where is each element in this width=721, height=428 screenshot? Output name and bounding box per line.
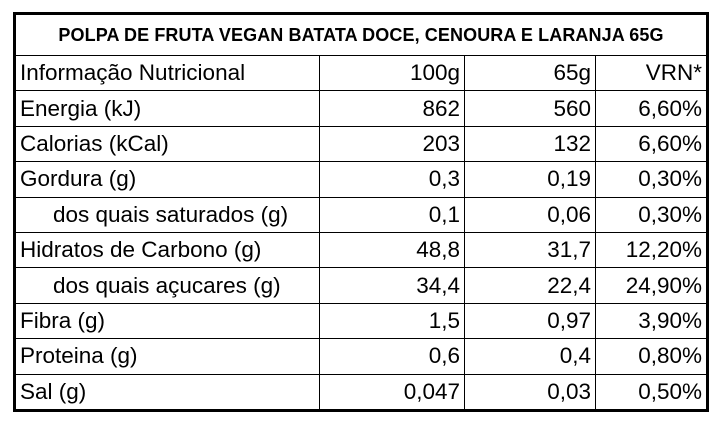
row-label: Gordura (g) xyxy=(14,161,320,198)
row-value-vrn: 0,50% xyxy=(595,373,708,411)
title-row: POLPA DE FRUTA VEGAN BATATA DOCE, CENOUR… xyxy=(14,13,708,56)
row-value-100g: 0,1 xyxy=(319,196,465,233)
table-title: POLPA DE FRUTA VEGAN BATATA DOCE, CENOUR… xyxy=(14,13,708,56)
table-row: Gordura (g) 0,3 0,19 0,30% xyxy=(14,161,708,198)
row-label: Hidratos de Carbono (g) xyxy=(14,231,320,269)
row-value-100g: 0,047 xyxy=(319,373,465,411)
row-value-65g: 560 xyxy=(464,90,596,127)
row-value-vrn: 12,20% xyxy=(595,231,708,269)
row-value-vrn: 0,30% xyxy=(595,196,708,233)
row-value-100g: 203 xyxy=(319,125,465,163)
row-value-65g: 22,4 xyxy=(464,267,596,304)
table-row: Hidratos de Carbono (g) 48,8 31,7 12,20% xyxy=(14,231,708,269)
table-row: Calorias (kCal) 203 132 6,60% xyxy=(14,125,708,163)
row-value-vrn: 6,60% xyxy=(595,90,708,127)
row-value-100g: 862 xyxy=(319,90,465,127)
row-value-vrn: 0,30% xyxy=(595,161,708,198)
table-row: Sal (g) 0,047 0,03 0,50% xyxy=(14,373,708,411)
header-label: Informação Nutricional xyxy=(14,54,320,92)
row-value-100g: 1,5 xyxy=(319,302,465,340)
row-value-100g: 48,8 xyxy=(319,231,465,269)
row-value-65g: 0,97 xyxy=(464,302,596,340)
row-value-65g: 0,03 xyxy=(464,373,596,411)
row-label: Energia (kJ) xyxy=(14,90,320,127)
row-value-100g: 0,3 xyxy=(319,161,465,198)
row-value-vrn: 3,90% xyxy=(595,302,708,340)
row-value-65g: 0,06 xyxy=(464,196,596,233)
row-label: Calorias (kCal) xyxy=(14,125,320,163)
row-value-65g: 0,19 xyxy=(464,161,596,198)
header-vrn: VRN* xyxy=(595,54,708,92)
row-value-vrn: 6,60% xyxy=(595,125,708,163)
row-value-100g: 34,4 xyxy=(319,267,465,304)
row-label: Proteina (g) xyxy=(14,338,320,375)
table-row: Energia (kJ) 862 560 6,60% xyxy=(14,90,708,127)
table-row: dos quais açucares (g) 34,4 22,4 24,90% xyxy=(14,267,708,304)
row-value-vrn: 0,80% xyxy=(595,338,708,375)
nutrition-table: POLPA DE FRUTA VEGAN BATATA DOCE, CENOUR… xyxy=(13,12,709,412)
row-label: dos quais saturados (g) xyxy=(14,196,320,233)
table-row: Fibra (g) 1,5 0,97 3,90% xyxy=(14,302,708,340)
header-65g: 65g xyxy=(464,54,596,92)
table-row: dos quais saturados (g) 0,1 0,06 0,30% xyxy=(14,196,708,233)
row-value-vrn: 24,90% xyxy=(595,267,708,304)
row-label: Sal (g) xyxy=(14,373,320,411)
row-label: dos quais açucares (g) xyxy=(14,267,320,304)
row-value-100g: 0,6 xyxy=(319,338,465,375)
header-100g: 100g xyxy=(319,54,465,92)
row-value-65g: 0,4 xyxy=(464,338,596,375)
table-row: Proteina (g) 0,6 0,4 0,80% xyxy=(14,338,708,375)
row-value-65g: 132 xyxy=(464,125,596,163)
header-row: Informação Nutricional 100g 65g VRN* xyxy=(14,54,708,92)
row-value-65g: 31,7 xyxy=(464,231,596,269)
row-label: Fibra (g) xyxy=(14,302,320,340)
